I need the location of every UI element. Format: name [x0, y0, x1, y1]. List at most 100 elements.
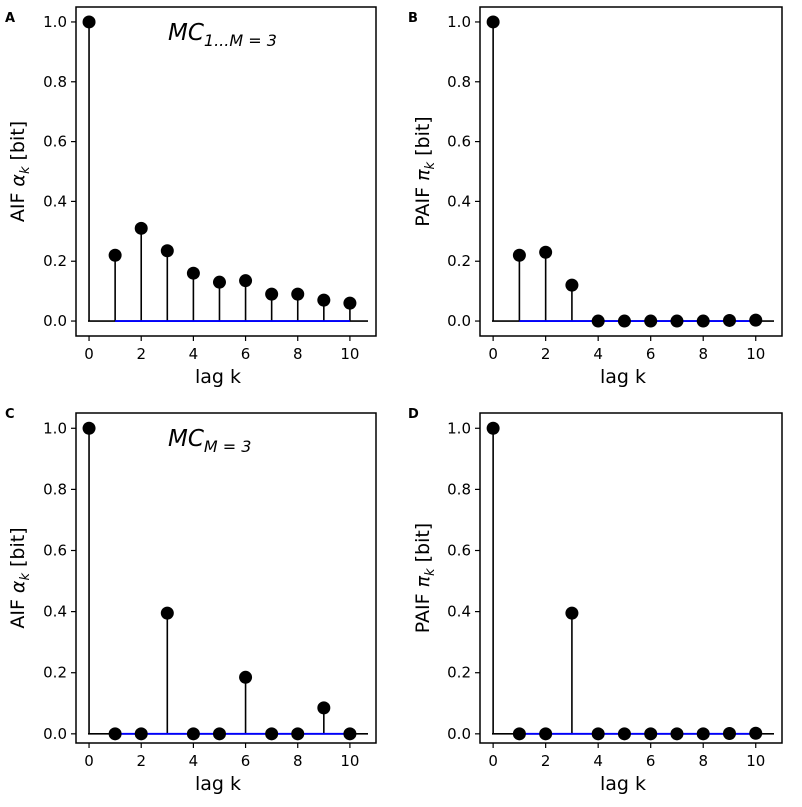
model-annotation: MC1...M = 3 [168, 20, 277, 50]
y-tick-label: 0.2 [447, 664, 471, 682]
panel-letter: C [5, 407, 15, 422]
stem-marker [565, 278, 579, 292]
x-axis-label: lag k [600, 773, 646, 795]
x-tick-label: 2 [136, 345, 146, 363]
stem-marker [82, 421, 96, 435]
stem-marker [722, 727, 736, 741]
stem-marker [591, 314, 605, 328]
stem-marker [565, 606, 579, 620]
x-tick-label: 0 [488, 345, 498, 363]
x-tick-label: 4 [593, 345, 603, 363]
panel-letter: A [5, 11, 15, 26]
stem-marker [486, 421, 500, 435]
stem-marker [291, 727, 305, 741]
panel-b: B 0.0 0.2 0.4 0.6 0.8 1.0 0 2 4 6 8 10 lag k PAIF πk [… [408, 6, 783, 388]
y-tick-label: 0.6 [43, 133, 67, 151]
y-tick-label: 0.6 [43, 542, 67, 560]
y-tick-label: 0.4 [43, 192, 67, 210]
stem-marker [696, 314, 710, 328]
y-tick-label: 0.0 [447, 725, 471, 743]
x-tick-label: 0 [84, 752, 94, 770]
x-tick-label: 4 [593, 752, 603, 770]
x-tick-label: 8 [698, 345, 708, 363]
x-axis-label: lag k [600, 366, 646, 388]
panel-d: D 0.0 0.2 0.4 0.6 0.8 1.0 0 2 4 6 8 10 lag k PAIF πk [… [408, 407, 783, 795]
stem-marker [265, 727, 279, 741]
stem-marker [749, 726, 763, 740]
stem-marker [512, 248, 526, 262]
x-tick-label: 8 [293, 345, 303, 363]
y-axis-label: AIF αk [bit] [7, 527, 33, 628]
x-tick-label: 0 [84, 345, 94, 363]
stem-marker [670, 314, 684, 328]
stem-marker [160, 244, 174, 258]
y-axis-label: AIF αk [bit] [7, 121, 33, 222]
y-tick-label: 0.0 [43, 725, 67, 743]
stem-marker [644, 314, 658, 328]
stem-marker [212, 727, 226, 741]
x-tick-label: 6 [241, 345, 251, 363]
stem-marker [212, 275, 226, 289]
axes-frame [75, 6, 377, 337]
y-axis-label: PAIF πk [bit] [412, 523, 438, 633]
x-tick-label: 2 [136, 752, 146, 770]
y-tick-label: 0.0 [43, 312, 67, 330]
stem-marker [486, 15, 500, 29]
stem-marker [343, 727, 357, 741]
stem-marker [696, 727, 710, 741]
x-tick-label: 8 [293, 752, 303, 770]
panel-a: A 0.0 0.2 0.4 0.6 0.8 1.0 0 2 4 6 8 10 lag k AIF αk [b… [5, 6, 377, 388]
y-tick-label: 0.4 [447, 192, 471, 210]
x-tick-label: 6 [646, 752, 656, 770]
stem-marker [617, 314, 631, 328]
y-tick-label: 1.0 [447, 419, 471, 437]
axes-frame [479, 412, 783, 744]
stem-marker [512, 727, 526, 741]
y-tick-label: 0.2 [447, 252, 471, 270]
stem-marker [539, 245, 553, 259]
stem-marker [722, 313, 736, 327]
panel-letter: B [408, 11, 418, 26]
y-tick-label: 0.4 [447, 603, 471, 621]
y-tick-label: 0.8 [447, 480, 471, 498]
x-axis-label: lag k [195, 366, 241, 388]
y-tick-label: 0.6 [447, 542, 471, 560]
y-tick-label: 1.0 [43, 419, 67, 437]
stem-marker [291, 287, 305, 301]
y-tick-label: 1.0 [447, 13, 471, 31]
y-axis-label: PAIF πk [bit] [412, 116, 438, 226]
x-tick-label: 4 [189, 752, 199, 770]
stem-marker [134, 221, 148, 235]
stem-marker [239, 274, 253, 288]
x-axis-label: lag k [195, 773, 241, 795]
stem-marker [591, 727, 605, 741]
stem-marker [644, 727, 658, 741]
panel-c: C 0.0 0.2 0.4 0.6 0.8 1.0 0 2 4 6 8 10 lag k AIF αk [b… [5, 407, 377, 795]
model-annotation: MCM = 3 [168, 426, 251, 456]
stem-marker [617, 727, 631, 741]
y-tick-label: 0.6 [447, 133, 471, 151]
y-tick-label: 0.2 [43, 252, 67, 270]
axes-frame [479, 6, 783, 337]
stem-marker [160, 606, 174, 620]
x-tick-label: 6 [646, 345, 656, 363]
y-tick-label: 0.8 [43, 73, 67, 91]
y-tick-label: 0.0 [447, 312, 471, 330]
x-tick-label: 2 [541, 345, 551, 363]
stem-marker [186, 727, 200, 741]
x-tick-label: 8 [698, 752, 708, 770]
stem-marker [317, 701, 331, 715]
stem-marker [108, 727, 122, 741]
x-tick-label: 2 [541, 752, 551, 770]
stem-marker [539, 727, 553, 741]
stem-marker [82, 15, 96, 29]
stem-marker [186, 266, 200, 280]
y-tick-label: 0.8 [43, 480, 67, 498]
panel-letter: D [408, 407, 419, 422]
x-tick-label: 4 [189, 345, 199, 363]
stem-marker [343, 296, 357, 310]
x-tick-label: 10 [340, 345, 359, 363]
stem-marker [749, 313, 763, 327]
y-tick-label: 0.2 [43, 664, 67, 682]
